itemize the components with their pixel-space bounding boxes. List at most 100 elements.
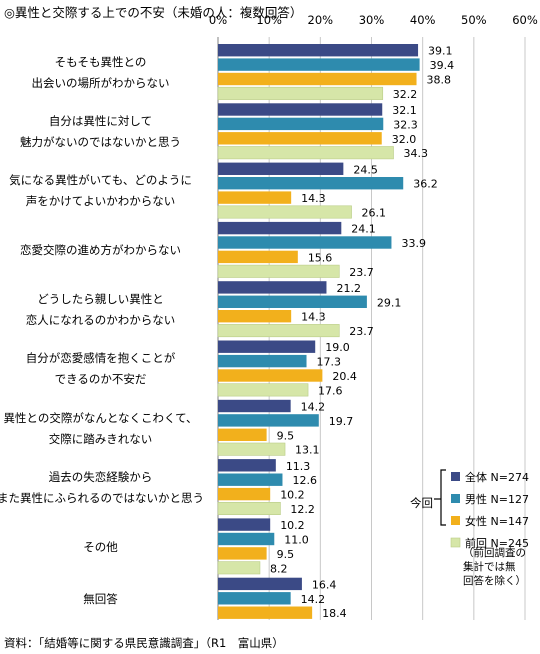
category-label-line: 異性との交際がなんとなくこわくて、 — [3, 410, 198, 425]
category-label-line: そもそも異性との — [54, 54, 147, 69]
bar — [218, 518, 271, 531]
bar — [218, 592, 291, 605]
category-label-line: 自分が恋愛感情を抱くことが — [25, 351, 176, 366]
x-tick-label: 0% — [209, 13, 227, 27]
bar — [218, 162, 344, 175]
category-label-line: 自分は異性に対して — [48, 114, 153, 129]
data-label: 11.3 — [286, 460, 311, 473]
legend-label: 前回 N=245 — [465, 536, 529, 550]
data-label: 38.8 — [427, 74, 452, 87]
legend-group-label: 今回 — [410, 496, 433, 510]
data-label: 26.1 — [362, 207, 387, 220]
data-label: 39.4 — [430, 59, 455, 72]
data-label: 34.3 — [404, 147, 429, 160]
category-label: 恋愛交際の進め方がわからない — [0, 240, 208, 261]
category-label-line: どうしたら親しい異性と — [37, 292, 164, 306]
data-label: 12.6 — [292, 474, 317, 487]
bar — [218, 103, 383, 116]
data-label: 16.4 — [312, 578, 337, 591]
data-label: 8.2 — [270, 562, 288, 575]
x-tick-label: 40% — [410, 13, 436, 27]
chart-title: ◎異性と交際する上での不安（未婚の人：複数回答） — [4, 5, 303, 20]
data-label: 39.1 — [428, 45, 453, 58]
data-label: 19.7 — [329, 415, 354, 428]
x-tick-label: 50% — [461, 13, 487, 27]
bar — [218, 221, 342, 235]
bar — [218, 340, 316, 353]
legend-swatch — [451, 516, 460, 525]
bar — [217, 86, 384, 100]
data-label: 9.5 — [277, 429, 295, 442]
data-label: 29.1 — [377, 296, 402, 309]
bar — [218, 399, 291, 413]
x-tick-label: 60% — [512, 13, 538, 27]
bar — [217, 383, 309, 397]
legend-swatch — [451, 494, 460, 503]
legend-label: 女性 N=147 — [465, 514, 529, 528]
category-label-line: 気になる異性がいても、どのように — [9, 173, 192, 188]
legend-label: 男性 N=127 — [465, 492, 529, 506]
x-tick-label: 10% — [256, 13, 282, 27]
data-label: 13.1 — [295, 444, 320, 457]
bar — [217, 442, 286, 456]
data-label: 32.2 — [393, 88, 418, 101]
bar — [218, 606, 313, 619]
legend-bracket — [440, 469, 446, 526]
data-label: 12.2 — [290, 503, 315, 516]
bar — [218, 487, 271, 501]
category-label-line: 魅力がないのではないかと思う — [20, 135, 181, 150]
data-label: 23.7 — [349, 325, 374, 338]
category-label-line: また異性にふられるのではないかと思う — [0, 490, 204, 505]
data-label: 19.0 — [325, 341, 350, 354]
data-label: 23.7 — [349, 266, 374, 279]
data-label: 32.1 — [392, 104, 417, 117]
data-label: 14.2 — [301, 593, 326, 606]
data-label: 10.2 — [280, 489, 305, 502]
data-label: 18.4 — [322, 607, 347, 620]
x-tick-label: 20% — [308, 13, 334, 27]
legend-note: （前回調査の 集計では無 回答を除く） — [463, 547, 526, 587]
legend-swatch — [450, 537, 461, 548]
bar — [218, 236, 392, 249]
category-label-line: 出会いの場所がわからない — [31, 75, 170, 90]
bar — [218, 310, 292, 323]
data-label: 32.0 — [392, 133, 417, 146]
data-label: 33.9 — [401, 237, 426, 250]
bar — [218, 547, 267, 560]
category-label: 気になる異性がいても、どのように 声をかけてよいかわからない — [0, 170, 208, 212]
bar — [218, 250, 298, 264]
bar — [218, 459, 276, 472]
bar — [217, 264, 340, 278]
bar — [218, 428, 267, 441]
bar — [218, 117, 384, 131]
legend-label: 全体 N=274 — [465, 470, 529, 484]
data-label: 10.2 — [280, 519, 305, 532]
category-label-line: その他 — [83, 539, 118, 554]
bar — [217, 205, 352, 219]
data-label: 24.5 — [353, 163, 378, 176]
data-label: 15.6 — [308, 251, 333, 264]
data-label: 14.3 — [301, 192, 326, 205]
bar — [217, 501, 281, 515]
category-label-line: 声をかけてよいかわからない — [25, 194, 176, 209]
bar — [218, 354, 307, 368]
bar — [218, 58, 420, 71]
data-label: 36.2 — [413, 178, 438, 191]
category-label: 異性との交際がなんとなくこわくて、 交際に踏みきれない — [0, 408, 208, 450]
bar — [218, 281, 327, 294]
bar — [218, 44, 419, 57]
bar — [218, 473, 283, 486]
category-label-line: 恋愛交際の進め方がわからない — [20, 243, 181, 258]
category-label-line: 恋人になれるのかわからない — [25, 313, 176, 327]
data-label: 14.3 — [301, 311, 326, 324]
category-label: どうしたら親しい異性と 恋人になれるのかわからない — [0, 289, 208, 331]
source-note: 資料：「結婚等に関する県民意識調査」（R1 富山県） — [4, 636, 284, 650]
category-label: 無回答 — [0, 589, 208, 610]
data-label: 20.4 — [332, 370, 357, 383]
data-label: 9.5 — [277, 548, 295, 561]
data-label: 21.2 — [336, 282, 361, 295]
bar — [217, 146, 394, 160]
bar — [218, 414, 319, 427]
category-label-line: 過去の失恋経験から — [48, 469, 153, 484]
